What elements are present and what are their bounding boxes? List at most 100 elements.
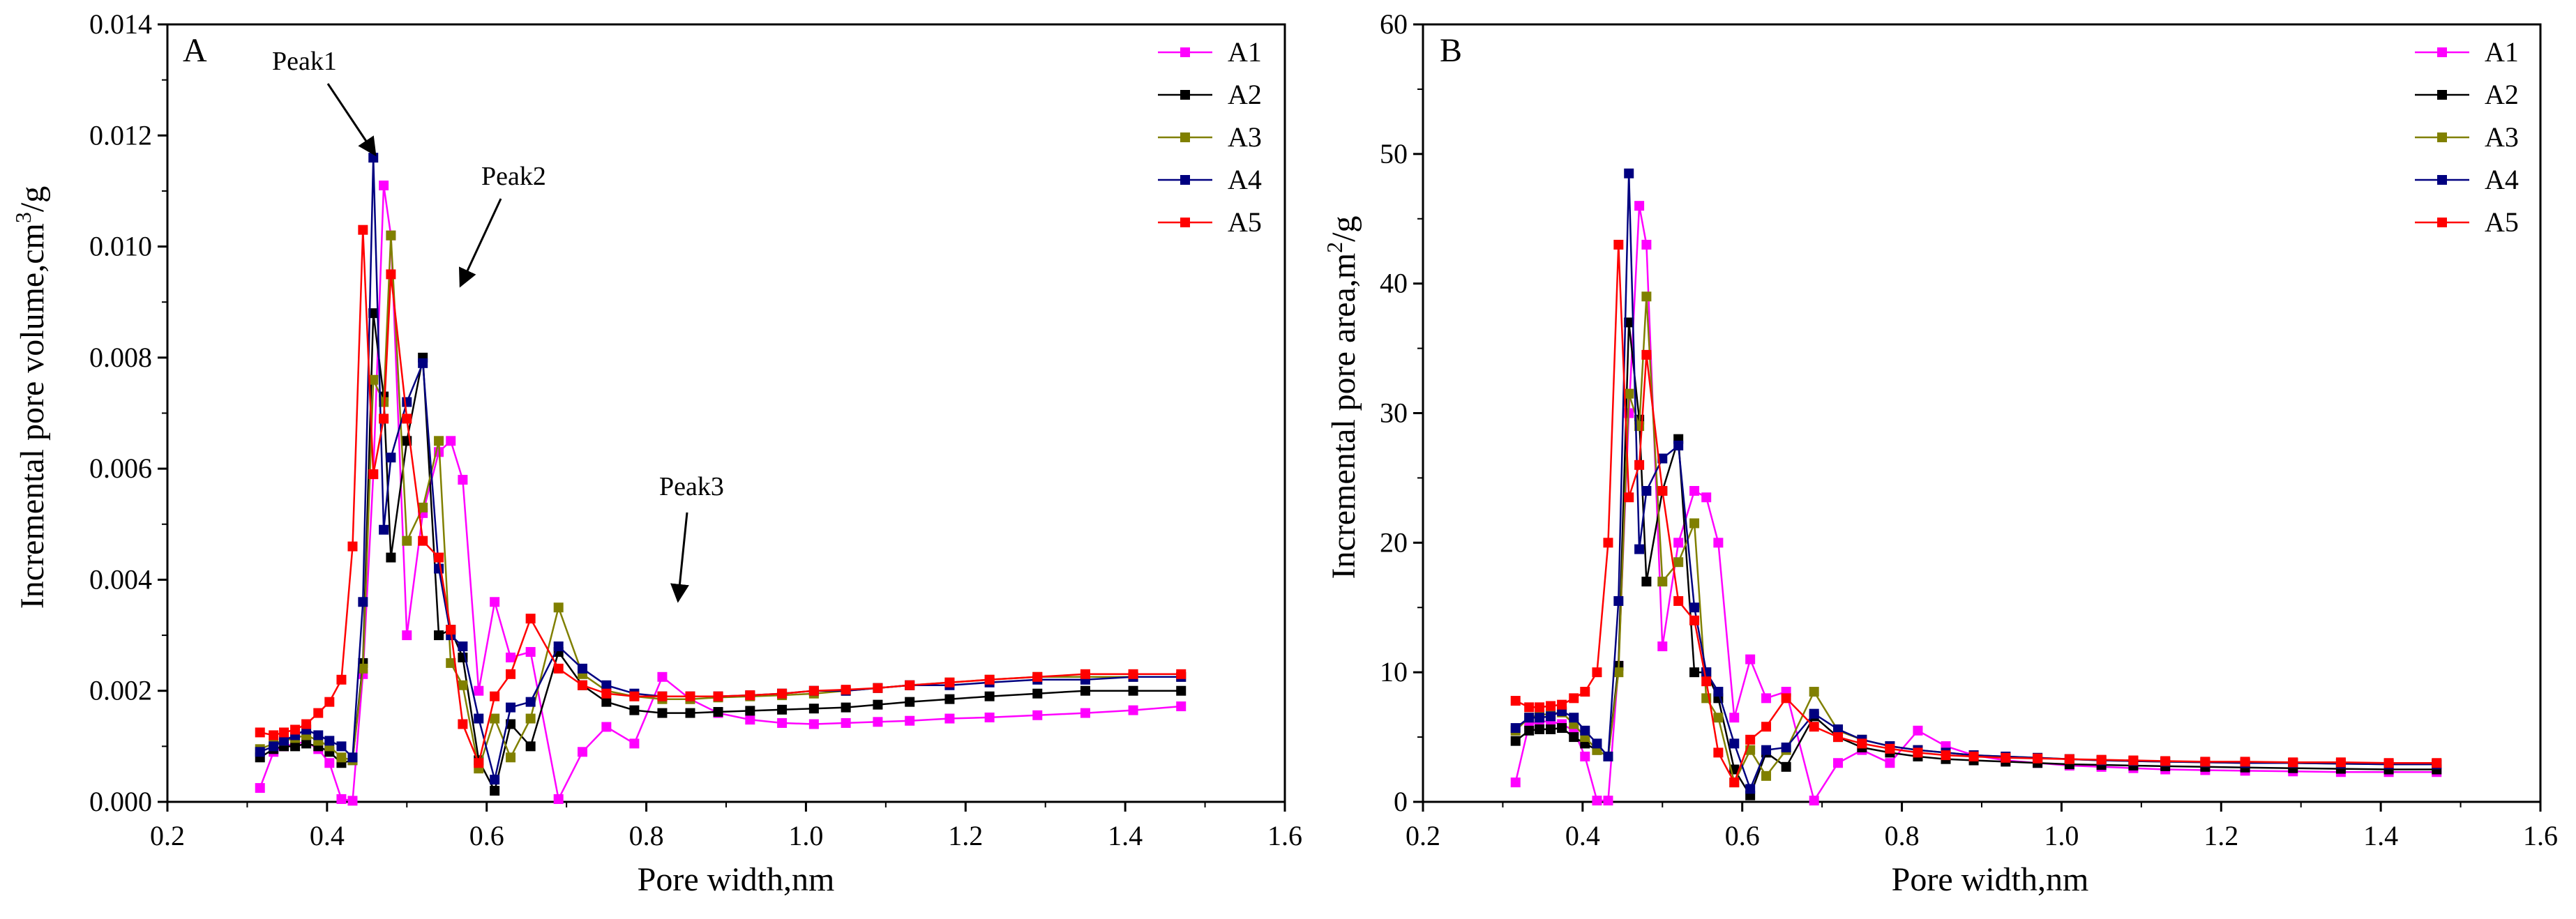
data-point [2335, 757, 2346, 768]
y-tick-label: 50 [1380, 138, 1408, 169]
data-point [713, 706, 723, 717]
data-point [324, 758, 335, 768]
data-point [578, 680, 588, 690]
data-point [313, 708, 324, 718]
legend-label: A5 [1228, 206, 1262, 238]
data-point [1535, 702, 1545, 713]
legend-marker [2437, 132, 2447, 142]
data-point [873, 683, 883, 693]
data-point [255, 783, 265, 793]
data-point [808, 685, 819, 696]
x-tick-label: 0.8 [629, 820, 664, 851]
data-point [1761, 722, 1772, 732]
data-point [1032, 671, 1043, 682]
data-point [525, 697, 536, 707]
legend-marker [2437, 47, 2447, 57]
x-tick-label: 1.4 [2363, 820, 2398, 851]
data-point [1657, 453, 1668, 464]
data-point [1546, 724, 1556, 734]
x-axis-label: Pore width,nm [1892, 861, 2089, 898]
data-point [301, 738, 312, 749]
data-point [2128, 755, 2139, 766]
data-point [474, 713, 484, 724]
plot-frame [166, 23, 1286, 803]
data-point [290, 724, 301, 735]
plot-frame [1422, 23, 2542, 803]
data-point [1761, 693, 1772, 704]
series-a2 [255, 308, 1187, 796]
data-point [629, 691, 640, 701]
data-point [336, 794, 347, 805]
data-point [1833, 724, 1844, 734]
data-point [2160, 756, 2171, 766]
series-a5 [255, 225, 1187, 768]
data-point [434, 563, 444, 574]
y-tick-label: 0.010 [89, 231, 152, 262]
data-point [1546, 711, 1556, 722]
data-point [490, 713, 500, 724]
x-tick-label: 1.2 [2204, 820, 2238, 851]
x-tick-label: 1.0 [2044, 820, 2079, 851]
legend-label: A4 [2485, 164, 2519, 195]
data-point [1713, 713, 1724, 723]
data-point [301, 719, 312, 729]
data-point [841, 717, 851, 728]
data-point [490, 786, 500, 796]
data-point [1857, 738, 1867, 749]
data-point [418, 536, 428, 546]
data-point [1624, 317, 1634, 328]
data-point [379, 524, 389, 535]
y-tick-label: 0.008 [89, 342, 152, 373]
panel-label: B [1440, 32, 1462, 69]
data-point [402, 397, 412, 407]
data-point [1634, 201, 1645, 211]
data-point [1641, 349, 1652, 360]
y-tick-label: 0.014 [89, 8, 152, 40]
data-point [1613, 667, 1624, 678]
data-point [347, 752, 358, 763]
data-point [601, 697, 612, 707]
data-point [1634, 460, 1645, 470]
data-point [905, 680, 915, 690]
data-point [1657, 486, 1668, 496]
data-point [269, 730, 279, 740]
chart-panel-b: Incremental pore area,m2/g Pore width,nm… [1322, 8, 2558, 898]
data-point [1781, 742, 1791, 752]
data-point [358, 225, 368, 235]
data-point [1729, 777, 1740, 788]
data-point [553, 794, 564, 805]
data-point [1885, 743, 1895, 754]
data-point [386, 269, 396, 280]
data-point [578, 747, 588, 757]
data-point [446, 658, 456, 668]
data-point [1080, 669, 1090, 679]
data-point [1913, 725, 1923, 736]
data-point [873, 699, 883, 710]
data-point [1176, 701, 1187, 712]
data-point [446, 436, 456, 446]
data-point [1641, 239, 1652, 250]
data-point [2064, 754, 2074, 764]
data-point [1657, 577, 1668, 587]
data-point [1761, 770, 1772, 781]
y-axis-label: Incremental pore area,m2/g [1322, 215, 1362, 579]
y-tick-label: 20 [1380, 526, 1408, 558]
data-point [808, 704, 819, 714]
legend-marker [2437, 218, 2447, 227]
series-a4 [255, 153, 1187, 785]
data-point [1809, 708, 1819, 719]
data-point [324, 736, 335, 746]
legend: A1 A2 A3 A4 A5 [2415, 36, 2519, 238]
series-line-a4 [1514, 173, 2437, 791]
data-point [269, 741, 279, 752]
data-point [1128, 705, 1138, 715]
data-point [1809, 687, 1819, 697]
data-point [1641, 577, 1652, 587]
data-point [1885, 758, 1895, 768]
data-point [368, 469, 379, 480]
legend-marker [1180, 218, 1190, 227]
data-point [379, 413, 389, 424]
data-point [808, 719, 819, 729]
data-point [1745, 734, 1756, 745]
data-point [1569, 713, 1579, 723]
